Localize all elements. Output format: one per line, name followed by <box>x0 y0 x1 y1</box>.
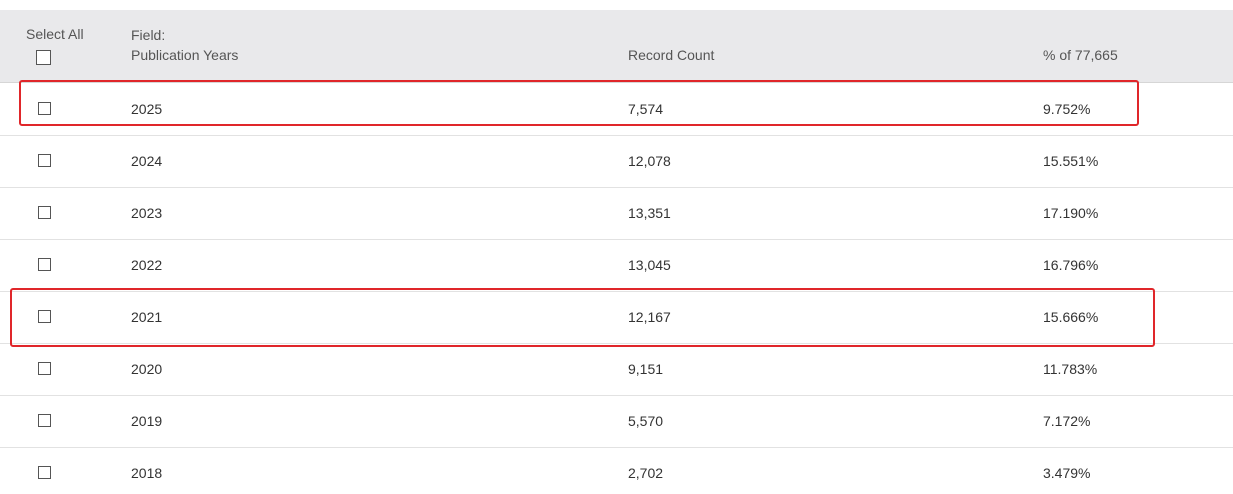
year: 2019 <box>131 413 163 429</box>
record-count: 13,351 <box>628 205 671 221</box>
row-checkbox[interactable] <box>38 206 51 219</box>
row-checkbox[interactable] <box>38 102 51 115</box>
highlight-box <box>10 288 1155 347</box>
row-checkbox[interactable] <box>38 466 51 479</box>
table-row: 2020 9,151 11.783% <box>0 343 1233 396</box>
percent: 9.752% <box>1043 101 1091 117</box>
year: 2025 <box>131 101 163 117</box>
percent: 17.190% <box>1043 205 1099 221</box>
record-count: 12,078 <box>628 153 671 169</box>
year: 2021 <box>131 309 163 325</box>
table-row: 2025 7,574 9.752% <box>0 83 1233 136</box>
select-all-label: Select All <box>26 26 84 42</box>
table-row: 2019 5,570 7.172% <box>0 395 1233 448</box>
percent: 15.551% <box>1043 153 1099 169</box>
percent: 7.172% <box>1043 413 1091 429</box>
year: 2018 <box>131 465 163 481</box>
record-count-header: Record Count <box>628 47 715 63</box>
table-row: 2024 12,078 15.551% <box>0 135 1233 188</box>
table-row: 2022 13,045 16.796% <box>0 239 1233 292</box>
row-checkbox[interactable] <box>38 258 51 271</box>
percent: 3.479% <box>1043 465 1091 481</box>
record-count: 13,045 <box>628 257 671 273</box>
percent: 15.666% <box>1043 309 1099 325</box>
highlight-box <box>19 80 1139 126</box>
field-label: Field: <box>131 27 166 43</box>
year: 2022 <box>131 257 163 273</box>
percent: 11.783% <box>1043 361 1098 377</box>
year: 2020 <box>131 361 163 377</box>
percent: 16.796% <box>1043 257 1099 273</box>
year: 2023 <box>131 205 163 221</box>
row-checkbox[interactable] <box>38 362 51 375</box>
field-name: Publication Years <box>131 47 239 63</box>
record-count: 2,702 <box>628 465 664 481</box>
year: 2024 <box>131 153 163 169</box>
row-checkbox[interactable] <box>38 414 51 427</box>
select-all-checkbox[interactable] <box>36 50 51 65</box>
record-count: 7,574 <box>628 101 664 117</box>
row-checkbox[interactable] <box>38 154 51 167</box>
record-count: 9,151 <box>628 361 664 377</box>
record-count: 12,167 <box>628 309 671 325</box>
percent-header: % of 77,665 <box>1043 47 1118 63</box>
table-row: 2018 2,702 3.479% <box>0 447 1233 494</box>
table-header: Select All Field: Publication Years Reco… <box>0 10 1233 83</box>
table-row: 2021 12,167 15.666% <box>0 291 1233 344</box>
table-row: 2023 13,351 17.190% <box>0 187 1233 240</box>
record-count: 5,570 <box>628 413 664 429</box>
row-checkbox[interactable] <box>38 310 51 323</box>
